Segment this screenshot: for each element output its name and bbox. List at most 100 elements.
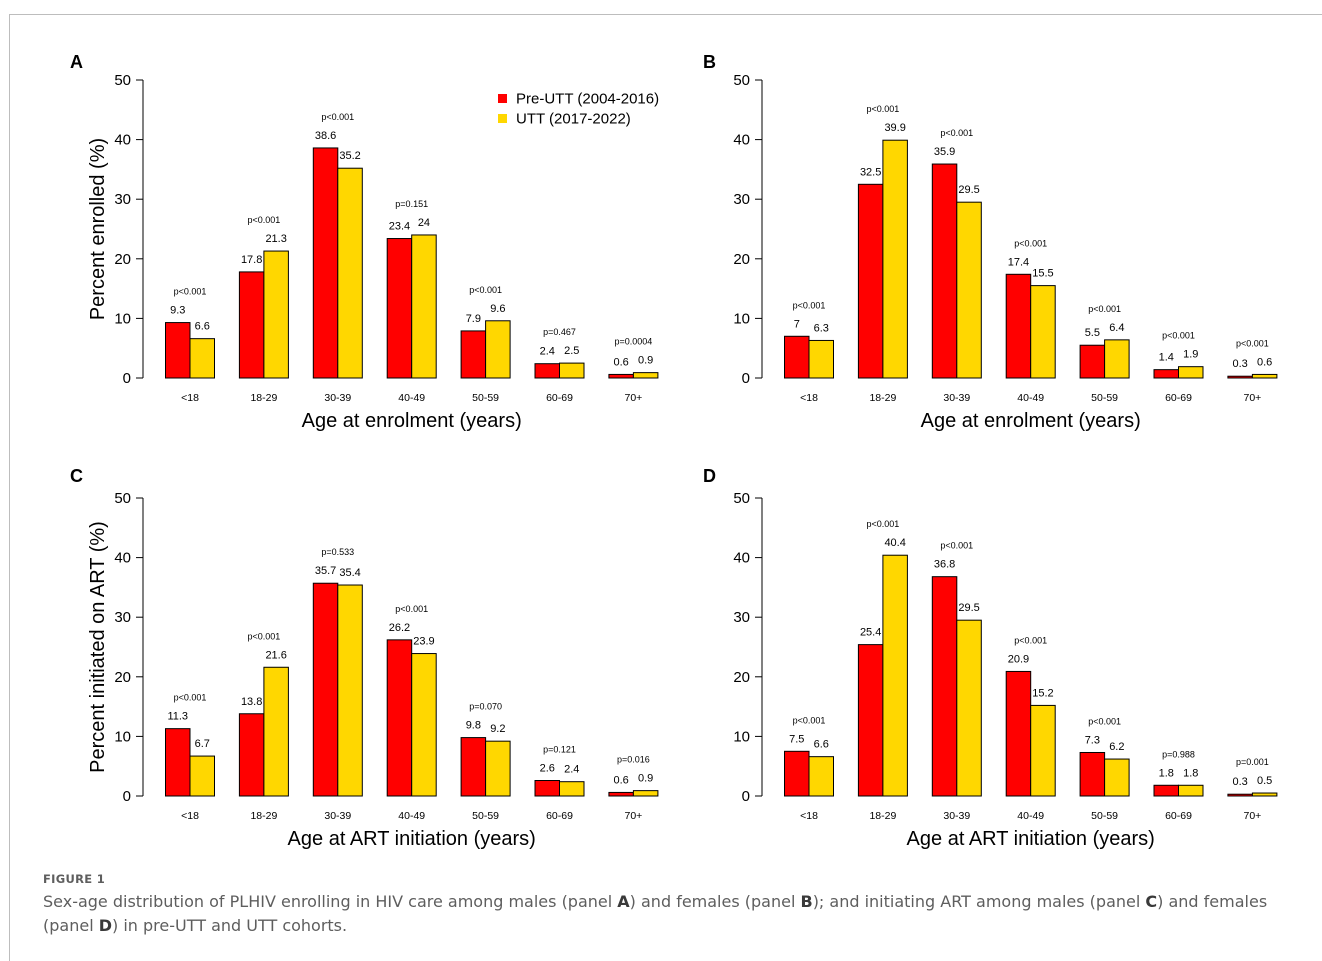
p-value-label: p<0.001 bbox=[248, 631, 281, 641]
data-label-pre-utt: 2.4 bbox=[540, 346, 555, 358]
legend: Pre-UTT (2004-2016) UTT (2017-2022) bbox=[498, 91, 659, 128]
bar-pre-utt bbox=[1153, 784, 1179, 797]
data-label-utt: 6.6 bbox=[195, 321, 210, 333]
bar-utt bbox=[808, 756, 834, 797]
bar-utt bbox=[882, 554, 908, 797]
caption-fragment: Sex-age distribution of PLHIV enrolling … bbox=[43, 892, 618, 911]
x-tick-label: 40-49 bbox=[1017, 392, 1044, 404]
p-value-label: p=0.0004 bbox=[615, 337, 653, 347]
data-label-pre-utt: 9.8 bbox=[466, 720, 481, 732]
p-value-label: p=0.467 bbox=[543, 327, 576, 337]
bar-utt bbox=[956, 619, 982, 797]
data-label-pre-utt: 26.2 bbox=[389, 622, 410, 634]
bar-pre-utt bbox=[386, 238, 413, 379]
y-axis-label: Percent enrolled (%) bbox=[87, 138, 109, 320]
caption-fragment: ) and females (panel bbox=[629, 892, 801, 911]
legend-swatch-pre-utt bbox=[498, 94, 507, 103]
data-label-pre-utt: 13.8 bbox=[241, 696, 262, 708]
bar-utt bbox=[411, 234, 437, 379]
bar-pre-utt bbox=[857, 183, 884, 379]
data-label-utt: 0.5 bbox=[1257, 775, 1272, 787]
bar-pre-utt bbox=[1005, 273, 1032, 379]
x-tick-label: 50-59 bbox=[1091, 810, 1118, 822]
y-tick-label: 20 bbox=[114, 669, 131, 686]
p-value-label: p<0.001 bbox=[940, 541, 973, 551]
bar-utt bbox=[1104, 339, 1130, 379]
y-axis-label: Percent initiated on ART (%) bbox=[87, 521, 109, 773]
bar-pre-utt bbox=[534, 363, 560, 379]
data-label-utt: 6.3 bbox=[814, 322, 829, 334]
x-axis-label: Age at ART initiation (years) bbox=[288, 828, 536, 850]
data-label-pre-utt: 7 bbox=[794, 318, 800, 330]
p-value-label: p<0.001 bbox=[174, 287, 207, 297]
figure-label: FIGURE 1 bbox=[43, 872, 106, 886]
y-tick-label: 0 bbox=[742, 370, 750, 387]
bar-utt bbox=[263, 666, 289, 797]
x-tick-label: <18 bbox=[800, 392, 818, 404]
data-label-pre-utt: 36.8 bbox=[934, 559, 955, 571]
bar-pre-utt bbox=[784, 335, 810, 379]
caption-fragment: ) and females (panel bbox=[43, 892, 1268, 935]
panel-letter: C bbox=[70, 466, 83, 486]
data-label-utt: 35.4 bbox=[339, 567, 360, 579]
y-tick-label: 20 bbox=[733, 669, 750, 686]
data-label-utt: 6.4 bbox=[1109, 322, 1124, 334]
data-label-pre-utt: 1.8 bbox=[1159, 767, 1174, 779]
data-label-pre-utt: 20.9 bbox=[1008, 653, 1029, 665]
p-value-label: p<0.001 bbox=[867, 104, 900, 114]
data-label-utt: 2.5 bbox=[564, 345, 579, 357]
data-label-utt: 1.9 bbox=[1183, 349, 1198, 361]
data-label-utt: 35.2 bbox=[339, 150, 360, 162]
data-label-pre-utt: 7.5 bbox=[789, 733, 804, 745]
data-label-pre-utt: 35.9 bbox=[934, 146, 955, 158]
x-tick-label: <18 bbox=[181, 392, 199, 404]
bar-pre-utt bbox=[931, 163, 958, 379]
data-label-pre-utt: 17.8 bbox=[241, 254, 262, 266]
panel-letter: B bbox=[703, 52, 716, 72]
data-label-pre-utt: 7.9 bbox=[466, 313, 481, 325]
y-tick-label: 50 bbox=[733, 72, 750, 89]
data-label-pre-utt: 9.3 bbox=[170, 305, 185, 317]
data-label-pre-utt: 38.6 bbox=[315, 130, 336, 142]
bar-pre-utt bbox=[312, 147, 339, 379]
p-value-label: p<0.001 bbox=[1162, 331, 1195, 341]
p-value-label: p=0.151 bbox=[395, 199, 428, 209]
data-label-utt: 21.6 bbox=[265, 649, 286, 661]
chart-panel-c: C 0 10 20 30 40 50 Percent initiated on ART (%)… bbox=[70, 466, 659, 850]
bar-pre-utt bbox=[784, 750, 810, 797]
bar-pre-utt bbox=[1079, 344, 1106, 379]
x-tick-label: 70+ bbox=[624, 392, 642, 404]
x-axis-label: Age at enrolment (years) bbox=[921, 410, 1141, 432]
caption-panel-ref: C bbox=[1145, 892, 1158, 911]
data-label-utt: 6.2 bbox=[1109, 741, 1124, 753]
data-label-utt: 15.5 bbox=[1032, 268, 1053, 280]
bar-utt bbox=[1104, 758, 1130, 797]
y-tick-label: 10 bbox=[733, 728, 750, 745]
bar-pre-utt bbox=[312, 582, 339, 797]
y-tick-label: 40 bbox=[733, 132, 750, 149]
data-label-pre-utt: 0.3 bbox=[1233, 358, 1248, 370]
bar-pre-utt bbox=[460, 737, 487, 797]
bar-utt bbox=[1251, 373, 1278, 379]
bar-pre-utt bbox=[1227, 375, 1253, 379]
bar-utt bbox=[189, 755, 215, 797]
bar-utt bbox=[559, 781, 585, 797]
bar-utt bbox=[337, 167, 363, 379]
p-value-label: p<0.001 bbox=[248, 215, 281, 225]
p-value-label: p=0.001 bbox=[1236, 757, 1269, 767]
p-value-label: p<0.001 bbox=[1014, 635, 1047, 645]
data-label-utt: 0.9 bbox=[638, 773, 653, 785]
x-tick-label: 70+ bbox=[624, 810, 642, 822]
bar-pre-utt bbox=[608, 373, 634, 379]
bar-utt bbox=[1178, 366, 1204, 379]
p-value-label: p<0.001 bbox=[1088, 304, 1121, 314]
y-tick-label: 10 bbox=[114, 728, 131, 745]
bar-utt bbox=[337, 584, 363, 797]
p-value-label: p=0.121 bbox=[543, 745, 576, 755]
bar-pre-utt bbox=[460, 330, 487, 379]
bar-pre-utt bbox=[608, 791, 634, 797]
bar-pre-utt bbox=[165, 322, 191, 379]
x-tick-label: 30-39 bbox=[943, 810, 970, 822]
data-label-utt: 24 bbox=[418, 217, 430, 229]
bar-utt bbox=[189, 338, 215, 379]
